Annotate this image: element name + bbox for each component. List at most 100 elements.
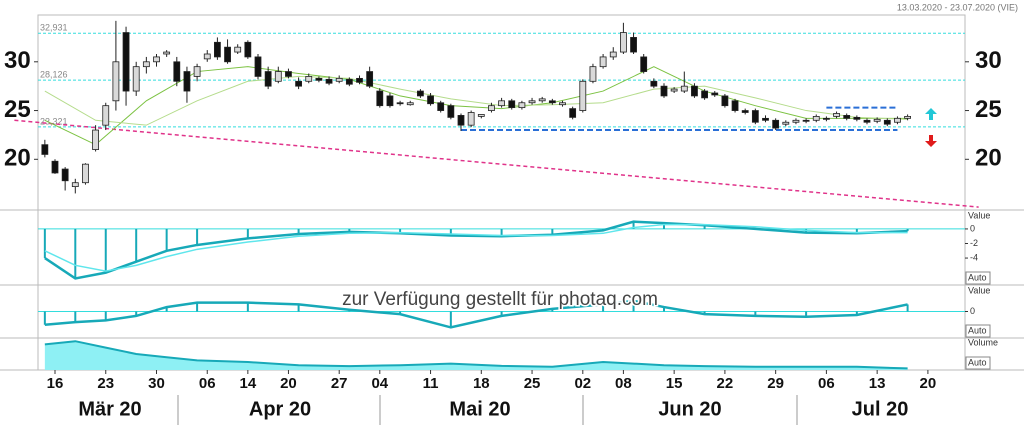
candle-body: [488, 105, 495, 111]
auto-button[interactable]: [965, 324, 991, 338]
x-tick-label: 11: [423, 375, 439, 392]
indicator-line: [44, 299, 908, 329]
panel-label: Volume: [968, 337, 998, 347]
candle-body: [609, 51, 617, 58]
x-tick-label: 27: [331, 375, 348, 392]
candle-body: [345, 78, 353, 85]
candle-body: [701, 90, 708, 99]
candle-body: [751, 110, 759, 123]
candle-body: [538, 98, 546, 102]
candle-body: [335, 77, 343, 82]
candle-body: [305, 76, 313, 82]
candle-body: [731, 100, 739, 111]
y-tick-label: 20: [975, 145, 1002, 172]
month-label: Mai 20: [449, 398, 510, 420]
panel-label: Value: [968, 285, 990, 295]
x-tick-label: 20: [920, 375, 937, 392]
candle-body: [254, 56, 262, 77]
candle-body: [416, 90, 424, 97]
x-tick-label: 16: [47, 375, 64, 392]
candle-body: [762, 117, 769, 121]
candle-body: [183, 71, 191, 92]
candle-body: [650, 80, 658, 87]
candle-body: [234, 46, 242, 53]
panel-label: Value: [968, 210, 990, 220]
candle-body: [132, 66, 140, 92]
candle-body: [173, 61, 181, 82]
y-tick-label: 25: [4, 96, 31, 123]
candle-body: [437, 102, 445, 111]
candle-body: [812, 116, 820, 121]
month-label: Jun 20: [658, 398, 721, 420]
candle-body: [640, 56, 648, 72]
x-tick-label: 20: [280, 375, 297, 392]
candle-body: [427, 95, 434, 105]
candle-body: [315, 77, 323, 81]
candle-body: [295, 80, 303, 87]
candle-body: [122, 32, 130, 92]
month-label: Mär 20: [78, 398, 141, 420]
candle-body: [772, 119, 780, 129]
candle-body: [660, 85, 668, 97]
volume-line: [44, 340, 908, 370]
candle-body: [721, 95, 729, 107]
y-tick-label: 30: [975, 47, 1002, 74]
candle-body: [142, 61, 150, 68]
x-tick-label: 04: [371, 375, 388, 392]
x-tick-label: 30: [148, 375, 165, 392]
candle-body: [325, 78, 333, 84]
x-tick-label: 06: [818, 375, 835, 392]
up-arrow: [925, 108, 937, 120]
y-tick-label: -4: [970, 252, 978, 262]
candle-body: [548, 100, 556, 104]
candle-body: [904, 116, 911, 119]
x-tick-label: 15: [666, 375, 683, 392]
candle-body: [356, 77, 363, 83]
x-tick-label: 23: [97, 375, 114, 392]
candle-body: [599, 56, 607, 68]
candle-body: [376, 90, 384, 107]
candle-body: [467, 112, 475, 126]
x-tick-label: 13: [869, 375, 886, 392]
candle-body: [894, 117, 901, 123]
y-tick-label: 30: [4, 47, 31, 74]
candle-body: [782, 121, 790, 125]
candle-body: [82, 163, 89, 184]
auto-button-label[interactable]: Auto: [968, 272, 987, 282]
candle-body: [792, 119, 800, 123]
x-tick-label: 29: [767, 375, 784, 392]
candle-body: [620, 32, 627, 53]
y-tick-label: -2: [970, 238, 978, 248]
candle-body: [518, 102, 526, 109]
candle-body: [112, 61, 120, 102]
candle-body: [203, 53, 211, 60]
candle-body: [366, 71, 374, 87]
candle-body: [193, 66, 201, 77]
candle-body: [802, 119, 810, 122]
x-tick-label: 08: [615, 375, 632, 392]
candle-body: [863, 119, 871, 123]
candle-body: [51, 160, 59, 174]
month-label: Jul 20: [852, 398, 909, 420]
moving-average: [44, 75, 908, 126]
candle-body: [741, 110, 749, 113]
candle-body: [244, 41, 252, 58]
auto-button[interactable]: [965, 271, 991, 285]
candle-body: [823, 117, 830, 120]
candle-body: [71, 182, 79, 187]
candle-body: [498, 100, 506, 107]
candle-body: [224, 46, 231, 63]
auto-button-label[interactable]: Auto: [968, 357, 987, 367]
x-tick-label: 06: [199, 375, 216, 392]
candle-body: [711, 92, 719, 96]
level-label: 32,931: [40, 23, 68, 33]
auto-button-label[interactable]: Auto: [968, 325, 987, 335]
candle-body: [528, 100, 536, 104]
date-range: 13.03.2020 - 23.07.2020 (VIE): [897, 2, 1018, 12]
level-label: 28,126: [40, 69, 68, 79]
x-tick-label: 22: [717, 375, 734, 392]
auto-button[interactable]: [965, 356, 991, 370]
y-tick-label: 0: [970, 306, 975, 316]
